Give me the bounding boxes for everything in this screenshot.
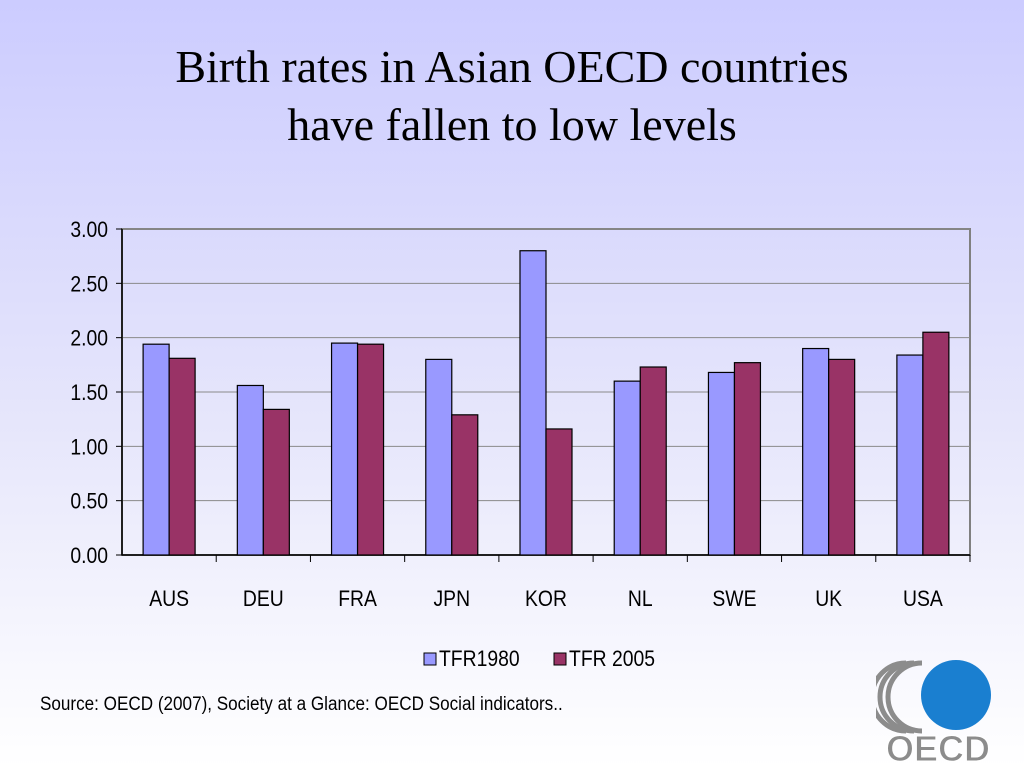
logo-globe: [921, 660, 991, 730]
y-tick-label: 2.50: [70, 272, 108, 296]
x-tick-label: KOR: [525, 587, 567, 611]
bar-nl-series-1: [613, 380, 641, 556]
x-tick-label: UK: [815, 587, 842, 611]
logo-text: OECD: [886, 728, 990, 765]
y-tick-label: 2.00: [70, 327, 108, 351]
y-tick-label: 0.50: [70, 490, 108, 514]
bar-usa-series-2: [922, 331, 950, 556]
y-tick-label: 0.00: [70, 544, 108, 568]
x-tick-label: FRA: [338, 587, 377, 611]
title-line-2: have fallen to low levels: [287, 99, 737, 150]
bar-deu-series-1: [236, 384, 264, 556]
y-tick-label: 3.00: [70, 218, 108, 242]
bar-jpn-series-1: [425, 358, 453, 556]
x-tick-label: SWE: [712, 587, 756, 611]
legend-label-1: TFR1980: [439, 647, 520, 671]
bar-kor-series-1: [519, 250, 547, 556]
x-tick-label: AUS: [149, 587, 189, 611]
bar-swe-series-2: [733, 362, 762, 556]
oecd-logo: OECD: [876, 660, 991, 765]
y-tick-label: 1.00: [70, 435, 108, 459]
bar-uk-series-1: [802, 347, 830, 556]
bar-chart: 0.00 0.50 1.00 1.50 2.00 2.50 3.00 AUS DEU FRA JPN…: [70, 218, 971, 671]
bar-swe-series-1: [707, 371, 736, 556]
legend-swatch-2: [553, 652, 567, 666]
bar-deu-series-2: [262, 408, 290, 556]
y-tick-label: 1.50: [70, 381, 108, 405]
source-note: Source: OECD (2007), Society at a Glance…: [40, 694, 563, 715]
x-tick-label: USA: [903, 587, 943, 611]
bar-fra-series-1: [330, 342, 359, 556]
bar-fra-series-2: [356, 343, 385, 556]
bar-aus-series-2: [168, 357, 196, 556]
logo-arcs: [876, 660, 923, 734]
bar-jpn-series-2: [451, 414, 479, 556]
slide-title: Birth rates in Asian OECD countries have…: [0, 38, 1024, 154]
legend-swatch-1: [423, 652, 437, 666]
bar-aus-series-1: [142, 343, 170, 556]
bar-kor-series-2: [545, 428, 573, 556]
bar-usa-series-1: [896, 354, 924, 556]
x-tick-label: NL: [628, 587, 653, 611]
bar-nl-series-2: [639, 366, 667, 556]
legend-label-2: TFR 2005: [569, 647, 655, 671]
bar-uk-series-2: [828, 358, 856, 556]
title-line-1: Birth rates in Asian OECD countries: [175, 41, 849, 92]
x-tick-label: JPN: [433, 587, 470, 611]
x-tick-label: DEU: [243, 587, 284, 611]
